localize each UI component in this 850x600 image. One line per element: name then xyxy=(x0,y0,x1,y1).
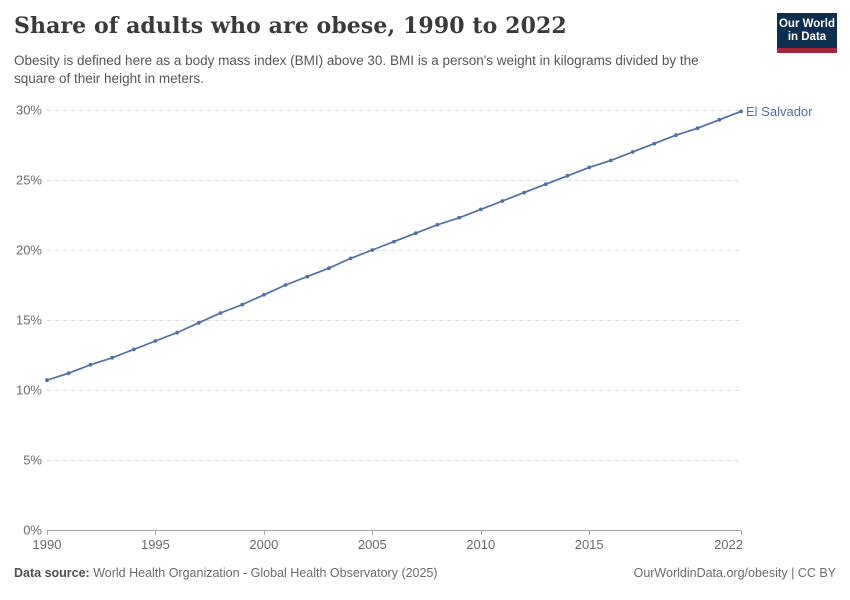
data-point-marker xyxy=(218,311,223,315)
data-point-marker xyxy=(327,266,331,271)
x-tick-label: 1990 xyxy=(33,537,62,552)
series-label[interactable]: El Salvador xyxy=(746,104,813,119)
data-point-marker xyxy=(652,141,657,146)
data-point-marker xyxy=(543,182,548,187)
owid-logo-line2: in Data xyxy=(787,31,827,43)
y-tick-label: 30% xyxy=(16,103,42,118)
chart-subtitle: Obesity is defined here as a body mass i… xyxy=(14,53,699,86)
data-point-marker xyxy=(283,283,288,287)
y-tick-label: 5% xyxy=(23,453,42,468)
data-point-marker xyxy=(110,355,114,360)
data-point-marker xyxy=(717,117,722,122)
data-point-marker xyxy=(739,109,743,114)
data-point-marker xyxy=(262,292,266,297)
data-point-marker xyxy=(500,199,505,203)
data-point-marker xyxy=(630,150,635,154)
data-point-marker xyxy=(305,274,310,279)
data-source-label: Data source: xyxy=(14,566,90,580)
data-point-marker xyxy=(522,190,526,195)
data-point-marker xyxy=(392,239,396,244)
data-point-marker xyxy=(196,320,201,325)
data-point-marker xyxy=(348,256,353,261)
y-tick-label: 25% xyxy=(16,173,42,188)
data-point-marker xyxy=(45,378,49,383)
data-point-marker xyxy=(370,248,375,252)
credit-link[interactable]: OurWorldinData.org/obesity | CC BY xyxy=(633,566,836,580)
y-tick-label: 20% xyxy=(16,243,42,258)
data-point-marker xyxy=(175,330,180,335)
chart-footer: Data source: World Health Organization -… xyxy=(0,564,850,584)
x-tick-label: 2015 xyxy=(575,537,604,552)
data-point-marker xyxy=(66,371,71,376)
series-line-el-salvador[interactable] xyxy=(46,110,742,382)
data-point-marker xyxy=(435,222,440,227)
y-tick-label: 0% xyxy=(23,523,42,538)
x-tick-label: 1995 xyxy=(141,537,170,552)
owid-logo-line1: Our World xyxy=(778,18,835,30)
x-tick-label: 2000 xyxy=(249,537,278,552)
data-point-marker xyxy=(240,302,245,307)
y-tick-label: 10% xyxy=(16,383,42,398)
data-source: Data source: World Health Organization -… xyxy=(14,566,438,580)
data-point-marker xyxy=(153,339,158,343)
data-point-marker xyxy=(587,165,592,170)
data-point-marker xyxy=(609,158,613,163)
x-tick-label: 2005 xyxy=(358,537,387,552)
y-tick-label: 15% xyxy=(16,313,42,328)
data-point-marker xyxy=(695,126,700,131)
owid-logo[interactable]: Our World in Data xyxy=(777,13,837,53)
x-tick-label: 2022 xyxy=(714,537,743,552)
data-point-marker xyxy=(478,207,483,212)
x-tick-label: 2010 xyxy=(466,537,495,552)
data-point-marker xyxy=(565,173,570,178)
data-point-marker xyxy=(457,215,461,220)
page-title: Share of adults who are obese, 1990 to 2… xyxy=(14,13,567,39)
data-point-marker xyxy=(413,231,418,236)
data-source-text: World Health Organization - Global Healt… xyxy=(89,566,438,580)
data-point-marker xyxy=(131,347,136,352)
data-point-marker xyxy=(674,133,678,138)
data-point-marker xyxy=(88,362,93,367)
